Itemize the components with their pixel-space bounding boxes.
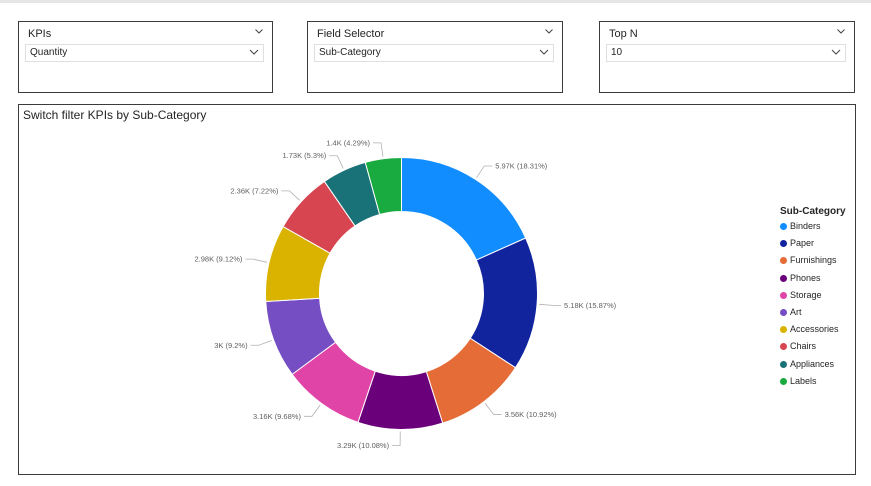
- legend-marker: [780, 274, 787, 282]
- leader-line: [484, 403, 502, 415]
- leader-line: [539, 303, 562, 306]
- data-label: 1.4K (4.29%): [326, 138, 370, 147]
- leader-line: [373, 142, 384, 157]
- visual-title: Switch filter KPIs by Sub-Category: [23, 108, 207, 122]
- legend-marker: [780, 223, 787, 230]
- leader-line: [329, 155, 344, 169]
- legend-label: Chairs: [790, 341, 817, 352]
- legend-label: Furnishings: [790, 255, 837, 266]
- leader-line: [476, 165, 493, 178]
- data-label: 2.98K (9.12%): [194, 255, 242, 264]
- leader-line: [245, 258, 268, 263]
- legend-title: Sub-Category: [780, 206, 846, 217]
- field-selector-dropdown[interactable]: Sub-Category: [314, 44, 554, 62]
- field-selector-slicer-title: Field Selector: [317, 28, 385, 40]
- kpis-slicer: KPIs Quantity: [18, 21, 273, 93]
- top-n-slicer: Top N 10: [599, 21, 855, 93]
- top-n-slicer-title: Top N: [609, 28, 638, 40]
- legend-item-storage[interactable]: Storage: [780, 290, 846, 307]
- legend-label: Binders: [790, 221, 821, 231]
- legend-item-chairs[interactable]: Chairs: [780, 341, 846, 358]
- legend-marker: [780, 360, 787, 368]
- chevron-down-icon: [830, 46, 842, 58]
- data-label: 3K (9.2%): [214, 341, 248, 350]
- legend-label: Phones: [790, 272, 821, 283]
- legend-item-accessories[interactable]: Accessories: [780, 324, 846, 341]
- leader-line: [281, 190, 300, 201]
- kpis-dropdown-value: Quantity: [30, 47, 68, 58]
- top-bar: [0, 0, 871, 3]
- legend-marker: [780, 377, 787, 385]
- kpis-slicer-header[interactable]: KPIs: [28, 26, 264, 42]
- field-selector-slicer-header[interactable]: Field Selector: [317, 26, 554, 42]
- legend-label: Labels: [790, 375, 817, 386]
- legend-item-furnishings[interactable]: Furnishings: [780, 255, 846, 272]
- donut-chart: 5.97K (18.31%) 5.18K (15.87%) 3.56K (10.92…: [194, 138, 617, 450]
- legend-item-labels[interactable]: Labels: [780, 376, 846, 393]
- chevron-down-icon: [538, 46, 550, 58]
- donut-chart-visual[interactable]: Switch filter KPIs by Sub-Category 5.97K…: [18, 104, 856, 475]
- legend: Sub-Category Binders Paper Furnishings Phon…: [780, 205, 846, 393]
- legend-marker: [780, 308, 787, 316]
- data-label: 2.36K (7.22%): [230, 186, 278, 195]
- leader-line: [303, 404, 321, 417]
- legend-marker: [780, 343, 787, 351]
- legend-label: Accessories: [790, 324, 839, 335]
- data-label: 1.73K (5.3%): [283, 151, 327, 160]
- chevron-down-icon[interactable]: [544, 26, 554, 36]
- field-selector-slicer: Field Selector Sub-Category: [307, 21, 563, 93]
- chevron-down-icon: [248, 46, 260, 58]
- legend-marker: [780, 257, 787, 265]
- data-label: 3.29K (10.08%): [337, 441, 390, 450]
- kpis-slicer-title: KPIs: [28, 28, 52, 40]
- legend-item-paper[interactable]: Paper: [780, 238, 846, 255]
- top-n-slicer-header[interactable]: Top N: [609, 26, 846, 42]
- leader-line: [250, 340, 272, 346]
- top-n-dropdown-value: 10: [611, 47, 623, 58]
- field-selector-dropdown-value: Sub-Category: [319, 47, 381, 58]
- legend-label: Storage: [790, 289, 822, 300]
- legend-item-art[interactable]: Art: [780, 307, 846, 324]
- legend-marker: [780, 326, 787, 334]
- data-label: 3.16K (9.68%): [253, 412, 301, 421]
- top-n-dropdown[interactable]: 10: [606, 44, 846, 62]
- legend-label: Art: [790, 306, 802, 317]
- legend-label: Appliances: [790, 358, 835, 369]
- data-label: 3.56K (10.92%): [505, 410, 558, 419]
- kpis-dropdown[interactable]: Quantity: [25, 44, 264, 62]
- chevron-down-icon[interactable]: [836, 26, 846, 36]
- legend-label: Paper: [790, 238, 815, 249]
- data-label: 5.97K (18.31%): [495, 161, 548, 170]
- legend-marker: [780, 291, 787, 299]
- legend-marker: [780, 240, 787, 248]
- legend-item-phones[interactable]: Phones: [780, 273, 846, 290]
- data-label: 5.18K (15.87%): [564, 301, 617, 310]
- chevron-down-icon[interactable]: [254, 26, 264, 36]
- legend-item-binders[interactable]: Binders: [780, 221, 846, 238]
- legend-item-appliances[interactable]: Appliances: [780, 359, 846, 376]
- leader-line: [392, 431, 401, 446]
- slice-labels[interactable]: [364, 156, 402, 216]
- slice-binders[interactable]: [401, 156, 527, 261]
